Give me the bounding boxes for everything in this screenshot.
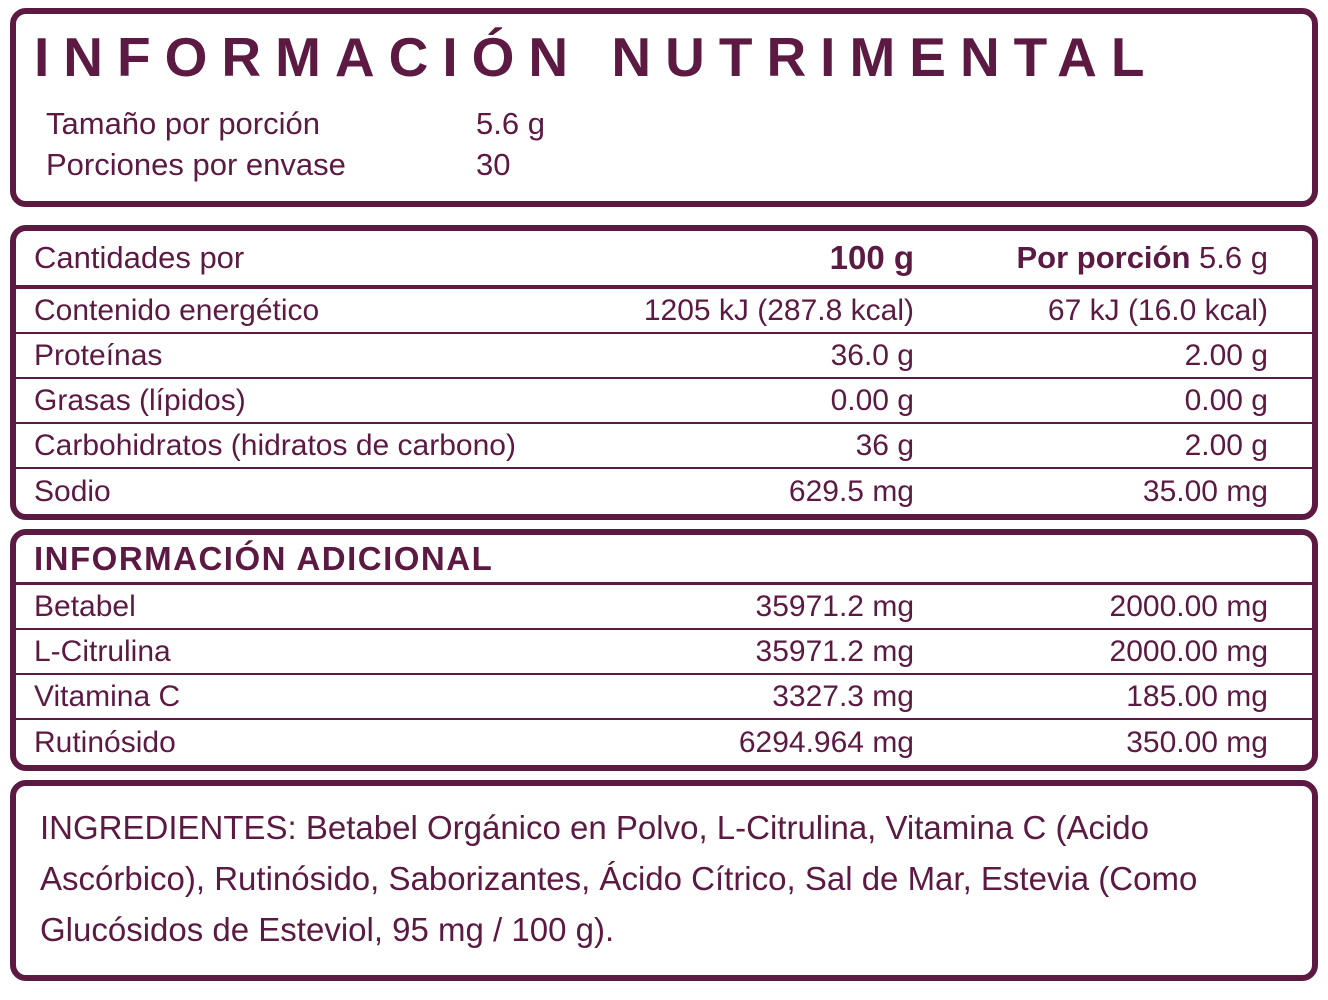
value-per-100g: 35971.2 mg	[755, 634, 914, 668]
serving-size-value: 5.6 g	[476, 106, 545, 142]
additional-row-betabel: Betabel 35971.2 mg 2000.00 mg	[16, 585, 1312, 631]
servings-per-container-value: 30	[476, 147, 511, 183]
ingredients-box: INGREDIENTES: Betabel Orgánico en Polvo,…	[10, 780, 1318, 982]
nutrient-label: Proteínas	[34, 338, 163, 372]
nutrient-label: Sodio	[34, 474, 111, 508]
ingredient-label: Betabel	[34, 589, 136, 623]
value-per-100g: 6294.964 mg	[738, 725, 914, 759]
page-title: INFORMACIÓN NUTRIMENTAL	[34, 26, 1159, 88]
value-per-100g: 36.0 g	[830, 338, 914, 372]
additional-row-rutinosido: Rutinósido 6294.964 mg 350.00 mg	[16, 720, 1312, 765]
header-box: INFORMACIÓN NUTRIMENTAL Tamaño por porci…	[10, 8, 1318, 208]
value-per-portion: 0.00 g	[1184, 383, 1268, 417]
amounts-per-label: Cantidades por	[34, 240, 245, 276]
serving-size-row: Tamaño por porción 5.6 g	[34, 103, 1294, 144]
nutrient-row-sodium: Sodio 629.5 mg 35.00 mg	[16, 469, 1312, 514]
nutrient-row-protein: Proteínas 36.0 g 2.00 g	[16, 334, 1312, 380]
nutrient-label: Grasas (lípidos)	[34, 383, 246, 417]
portion-header-label: Por porción	[1016, 240, 1191, 276]
value-per-portion: 2.00 g	[1184, 338, 1268, 372]
nutrient-row-energy: Contenido energético 1205 kJ (287.8 kcal…	[16, 289, 1312, 335]
ingredients-text: INGREDIENTES: Betabel Orgánico en Polvo,…	[40, 809, 1198, 949]
value-per-portion: 2000.00 mg	[1109, 589, 1268, 623]
portion-header-value: 5.6 g	[1199, 240, 1268, 276]
additional-row-citrulina: L-Citrulina 35971.2 mg 2000.00 mg	[16, 630, 1312, 676]
value-per-portion: 35.00 mg	[1142, 474, 1268, 508]
nutrient-row-carbs: Carbohidratos (hidratos de carbono) 36 g…	[16, 424, 1312, 470]
value-per-100g: 1205 kJ (287.8 kcal)	[643, 293, 914, 327]
serving-size-label: Tamaño por porción	[46, 106, 320, 142]
column-header-portion: Por porción 5.6 g	[914, 240, 1312, 276]
value-per-portion: 185.00 mg	[1126, 679, 1268, 713]
additional-info-title: INFORMACIÓN ADICIONAL	[34, 539, 494, 577]
value-per-100g: 35971.2 mg	[755, 589, 914, 623]
ingredient-label: Vitamina C	[34, 679, 181, 713]
nutrition-table-box: Cantidades por 100 g Por porción 5.6 g C…	[10, 225, 1318, 521]
value-per-100g: 3327.3 mg	[772, 679, 914, 713]
value-per-portion: 2.00 g	[1184, 428, 1268, 462]
servings-per-container-label: Porciones por envase	[46, 147, 346, 183]
additional-info-header-row: INFORMACIÓN ADICIONAL	[16, 535, 1312, 586]
value-per-portion: 350.00 mg	[1126, 725, 1268, 759]
additional-info-box: INFORMACIÓN ADICIONAL Betabel 35971.2 mg…	[10, 529, 1318, 772]
nutrition-table-header-row: Cantidades por 100 g Por porción 5.6 g	[16, 231, 1312, 290]
servings-per-container-row: Porciones por envase 30	[34, 144, 1294, 185]
ingredient-label: L-Citrulina	[34, 634, 171, 668]
nutrient-label: Carbohidratos (hidratos de carbono)	[34, 428, 516, 462]
column-header-100g: 100 g	[829, 239, 914, 277]
nutrient-row-fat: Grasas (lípidos) 0.00 g 0.00 g	[16, 379, 1312, 425]
additional-row-vitamina-c: Vitamina C 3327.3 mg 185.00 mg	[16, 675, 1312, 721]
value-per-100g: 629.5 mg	[788, 474, 914, 508]
value-per-portion: 2000.00 mg	[1109, 634, 1268, 668]
ingredient-label: Rutinósido	[34, 725, 176, 759]
value-per-portion: 67 kJ (16.0 kcal)	[1047, 293, 1268, 327]
value-per-100g: 36 g	[855, 428, 914, 462]
value-per-100g: 0.00 g	[830, 383, 914, 417]
nutrient-label: Contenido energético	[34, 293, 320, 327]
